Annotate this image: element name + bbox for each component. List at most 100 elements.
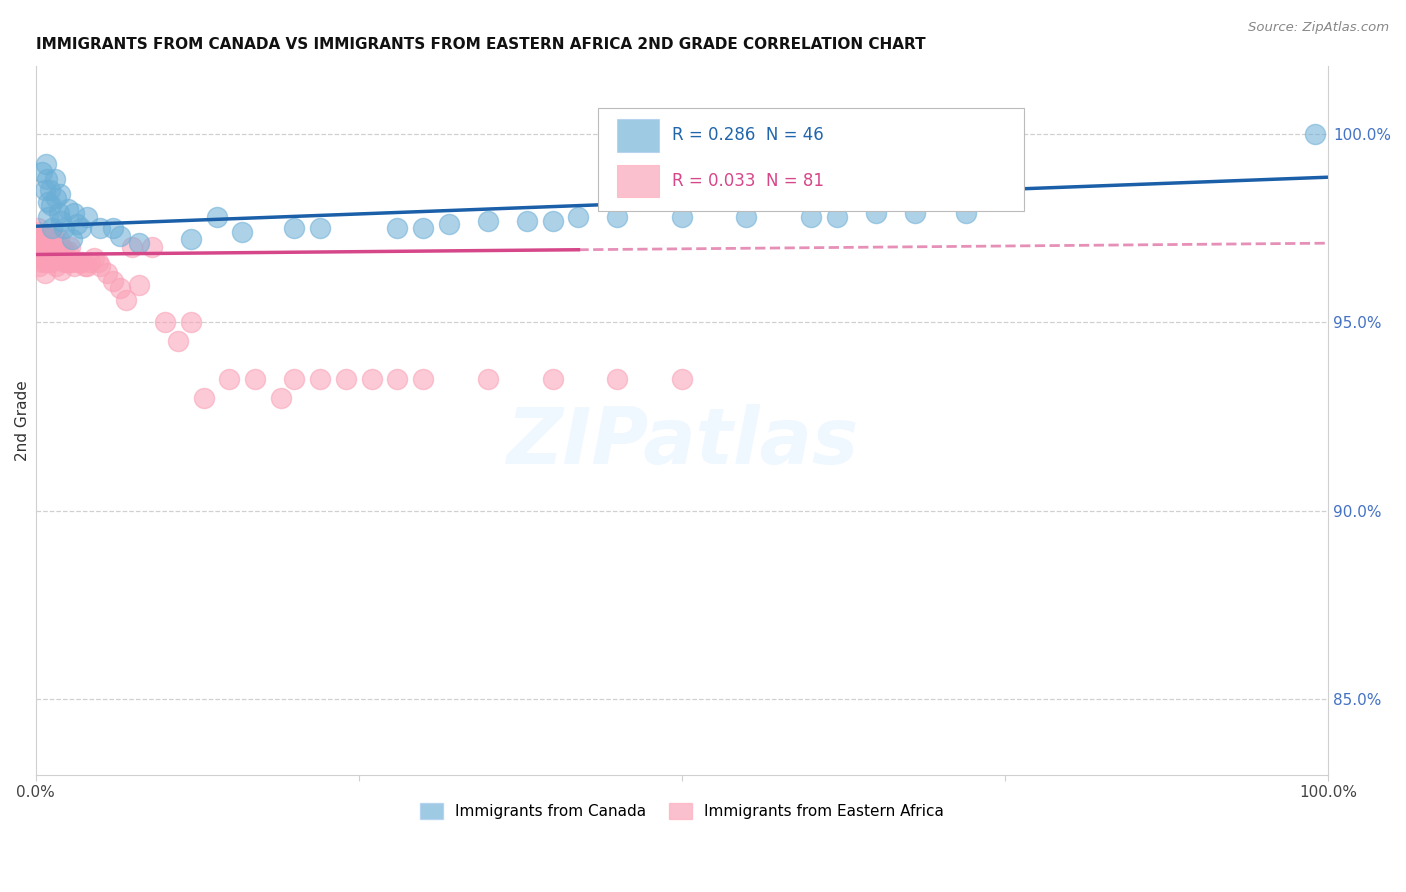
Point	[37, 236, 59, 251]
Point	[32, 252, 55, 266]
Point	[309, 372, 332, 386]
Point	[387, 221, 409, 235]
Point	[44, 172, 66, 186]
Point	[412, 372, 434, 386]
Point	[34, 183, 56, 197]
Point	[34, 266, 56, 280]
Point	[141, 240, 163, 254]
Point	[38, 183, 60, 197]
Point	[44, 232, 66, 246]
Point	[39, 236, 62, 251]
Point	[37, 255, 59, 269]
Point	[41, 221, 63, 235]
Point	[412, 221, 434, 235]
Text: R = 0.033  N = 81: R = 0.033 N = 81	[672, 172, 824, 190]
Text: ZIPatlas: ZIPatlas	[506, 404, 858, 480]
Point	[70, 255, 93, 269]
Point	[44, 252, 66, 266]
Point	[153, 315, 176, 329]
Point	[69, 255, 91, 269]
Point	[25, 240, 48, 254]
Point	[800, 210, 823, 224]
Point	[606, 372, 628, 386]
Point	[31, 236, 53, 251]
Point	[437, 217, 460, 231]
Point	[53, 244, 76, 258]
Point	[56, 202, 79, 217]
Point	[76, 259, 98, 273]
Point	[108, 228, 131, 243]
Point	[48, 232, 70, 246]
Point	[42, 244, 65, 258]
Point	[60, 232, 83, 246]
Point	[283, 221, 305, 235]
Point	[121, 240, 143, 254]
FancyBboxPatch shape	[617, 120, 658, 152]
Point	[63, 206, 86, 220]
Point	[205, 210, 228, 224]
Point	[30, 247, 52, 261]
Point	[128, 277, 150, 292]
Point	[31, 164, 53, 178]
FancyBboxPatch shape	[617, 165, 658, 197]
Point	[30, 232, 52, 246]
Point	[66, 217, 89, 231]
Point	[86, 255, 108, 269]
Point	[55, 255, 77, 269]
Point	[56, 244, 79, 258]
Point	[193, 391, 215, 405]
Point	[955, 206, 977, 220]
Point	[231, 225, 253, 239]
Point	[48, 206, 70, 220]
Point	[79, 255, 101, 269]
Point	[516, 213, 538, 227]
Point	[60, 255, 83, 269]
Point	[115, 293, 138, 307]
Point	[38, 228, 60, 243]
Point	[39, 255, 62, 269]
Point	[180, 315, 202, 329]
Point	[245, 372, 267, 386]
Point	[335, 372, 357, 386]
Point	[735, 210, 758, 224]
Point	[27, 240, 49, 254]
Point	[309, 221, 332, 235]
Point	[541, 213, 564, 227]
Point	[46, 244, 69, 258]
Point	[53, 221, 76, 235]
Point	[903, 206, 925, 220]
Point	[37, 232, 59, 246]
Point	[825, 210, 848, 224]
Point	[541, 372, 564, 386]
Point	[39, 198, 62, 212]
Point	[38, 247, 60, 261]
Point	[477, 213, 499, 227]
Text: R = 0.286  N = 46: R = 0.286 N = 46	[672, 127, 824, 145]
Point	[387, 372, 409, 386]
Point	[270, 391, 292, 405]
Point	[76, 210, 98, 224]
Point	[37, 252, 59, 266]
Point	[37, 194, 59, 209]
Point	[49, 187, 72, 202]
Point	[45, 191, 67, 205]
Y-axis label: 2nd Grade: 2nd Grade	[15, 380, 30, 461]
Point	[89, 259, 111, 273]
Point	[53, 255, 76, 269]
Point	[59, 240, 82, 254]
Point	[28, 228, 51, 243]
Point	[35, 255, 58, 269]
Point	[35, 236, 58, 251]
Point	[69, 221, 91, 235]
Point	[32, 232, 55, 246]
Point	[31, 255, 53, 269]
Point	[671, 210, 693, 224]
Point	[606, 210, 628, 224]
Point	[96, 266, 118, 280]
Point	[41, 252, 63, 266]
Point	[66, 255, 89, 269]
Point	[41, 232, 63, 246]
Point	[166, 334, 188, 349]
Point	[218, 372, 240, 386]
Point	[83, 252, 105, 266]
